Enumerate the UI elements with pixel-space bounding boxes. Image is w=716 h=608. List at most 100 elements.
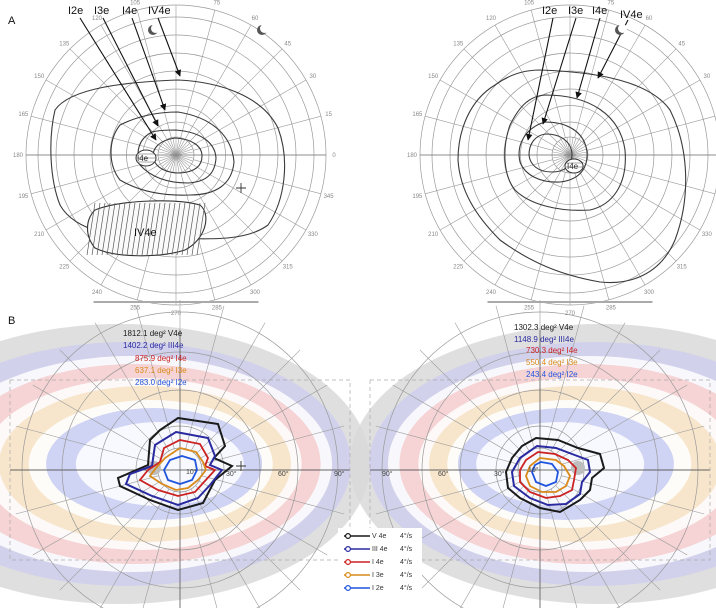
left-perimetry-centre-spoke: [175, 137, 180, 156]
left-perimetry-centre-spoke: [160, 145, 177, 156]
scotoma-hatch-line: [161, 202, 171, 256]
scotoma-hatch-line: [171, 202, 181, 256]
left-kinetic-spoke: [32, 480, 162, 556]
left-callout-i2e: I2e: [68, 5, 83, 17]
left-arrow-i4e: [131, 17, 167, 111]
right-kinetic-blind-spot: [571, 461, 585, 475]
right-kinetic-spoke: [558, 384, 688, 460]
right-perimetry-centre-spoke: [560, 139, 571, 156]
left-kinetic-isopters: [116, 416, 246, 512]
right-perimetry-degree-label: 270: [565, 311, 576, 317]
left-perimetry-centre-spoke: [175, 154, 190, 167]
right-perimetry-spoke: [494, 170, 562, 286]
left-perimetry-centre-spoke: [164, 141, 177, 156]
scotoma-hatch-line: [146, 202, 156, 256]
left-kinetic-spoke: [190, 488, 261, 608]
right-perimetry-centre-spoke: [566, 137, 571, 156]
left-callout-i3e: I3e: [94, 5, 109, 17]
scotoma-hatch-line: [126, 202, 136, 256]
right-perimetry-degree-label: 225: [453, 265, 464, 271]
right-perimetry-centre-spoke: [569, 137, 577, 156]
left-perimetry-centre-spoke: [166, 139, 177, 156]
left-perimetry-degree-label: 105: [130, 0, 141, 6]
left-perimetry-centre-spoke: [175, 141, 188, 156]
left-perimetry-centre-spoke: [175, 154, 192, 165]
right-perimetry-centre-spoke: [569, 145, 586, 156]
right-isopter-iv4e: [457, 69, 687, 284]
left-callout-i4e: I4e: [122, 5, 137, 17]
left-perimetry-spoke: [184, 24, 252, 140]
left-kinetic-field: 10° 30° 60° 90° 1812.1 deg² V4e 1402.2 d…: [0, 300, 370, 608]
left-area-iii4e: 1402.2 deg² III4e: [123, 341, 184, 350]
left-perimetry-centre-spoke: [158, 154, 177, 159]
right-perimetry-spoke: [463, 167, 558, 262]
left-perimetry-spoke: [180, 10, 216, 138]
right-area-list: 1302.3 deg² V4e 1148.9 deg² III4e 730.3 …: [514, 323, 578, 379]
right-kinetic-spoke: [502, 491, 535, 608]
left-kinetic-spoke: [198, 480, 328, 556]
left-kinetic-spoke: [185, 305, 225, 449]
right-perimetry-degree-label: 105: [524, 0, 535, 6]
left-area-v4e: 1812.1 deg² V4e: [123, 329, 183, 338]
left-perimetry-spoke: [193, 115, 321, 151]
left-kinetic-spoke: [32, 384, 162, 460]
right-callout-i3e: I3e: [568, 5, 583, 17]
left-perimetry-centre-spoke: [162, 154, 177, 167]
right-callout-i2e: I2e: [542, 5, 557, 17]
left-kinetic-spoke: [185, 491, 218, 608]
right-perimetry-centre-spoke: [552, 154, 571, 162]
legend-row-i2e: I 2e 4°/s: [344, 584, 413, 592]
right-perimetry-centre-spoke: [569, 154, 588, 159]
left-perimetry-degree-label: 270: [171, 311, 182, 317]
left-perimetry-degree-label: 195: [18, 194, 29, 200]
left-perimetry-degree-label: 120: [92, 16, 103, 22]
right-perimetry-degree-label: 300: [644, 290, 655, 296]
right-perimetry-spoke: [587, 115, 715, 151]
left-kinetic-spoke: [142, 491, 175, 608]
left-arrow-i3e: [102, 17, 159, 127]
right-moon-icon: [615, 24, 627, 35]
left-perimetry-degree-label: 285: [212, 306, 223, 312]
right-perimetry-degree-label: 180: [407, 153, 418, 159]
right-kinetic-dashed-frame: [369, 379, 711, 561]
left-area-i4e: 875.9 deg² I4e: [135, 354, 187, 363]
right-perimetry-degree-label: 240: [486, 290, 497, 296]
left-callout-labels: I2e I3e I4e IV4e I4e IV4e: [68, 5, 171, 239]
left-perimetry-centre-spoke: [175, 145, 192, 156]
left-perimetry-centre-spoke: [175, 154, 194, 162]
left-kinetic-grid: [9, 300, 351, 608]
left-kinetic-spoke: [201, 425, 345, 465]
right-perimetry-centre-spoke: [556, 154, 571, 167]
right-tick-60: 60°: [438, 470, 449, 478]
right-tick-10: 10°: [528, 466, 539, 474]
left-perimetry-centre-spoke: [175, 148, 194, 156]
right-perimetry-degree-label: 195: [412, 194, 423, 200]
right-arrow-i3e: [541, 17, 577, 125]
left-perimetry-centre-spoke: [175, 154, 188, 169]
left-perimetry-centre-spoke: [175, 154, 194, 159]
scotoma-hatch-line: [91, 202, 101, 256]
panel-b-letter: B: [8, 315, 15, 327]
scotoma-hatch-line: [101, 202, 111, 256]
left-perimetry-grid: 9075604530150345330315300285270255240225…: [13, 0, 336, 317]
left-perimetry-spoke: [191, 79, 307, 147]
right-central-scotoma: [564, 158, 584, 174]
left-scotoma-label: IV4e: [134, 227, 157, 239]
left-perimetry-spoke: [45, 79, 161, 147]
right-callout-arrows: [525, 17, 629, 141]
right-perimetry-centre-spoke: [552, 151, 571, 156]
left-kinetic-spoke: [59, 485, 165, 591]
left-kinetic-spoke: [190, 322, 266, 452]
left-perimetry-centre-spoke: [175, 154, 183, 173]
left-kinetic-spoke: [198, 384, 328, 460]
right-perimetry-chart: 9075604530150345330315300285270255240225…: [407, 0, 716, 317]
legend-stimulus-iii4e: III 4e: [372, 546, 388, 553]
right-perimetry-spoke: [530, 10, 566, 138]
panel-a-letter: A: [8, 15, 16, 27]
left-perimetry-centre-spoke: [162, 143, 177, 156]
right-perimetry-spoke: [425, 159, 553, 195]
right-kinetic-spoke: [545, 305, 585, 449]
scotoma-hatch-line: [121, 202, 131, 256]
